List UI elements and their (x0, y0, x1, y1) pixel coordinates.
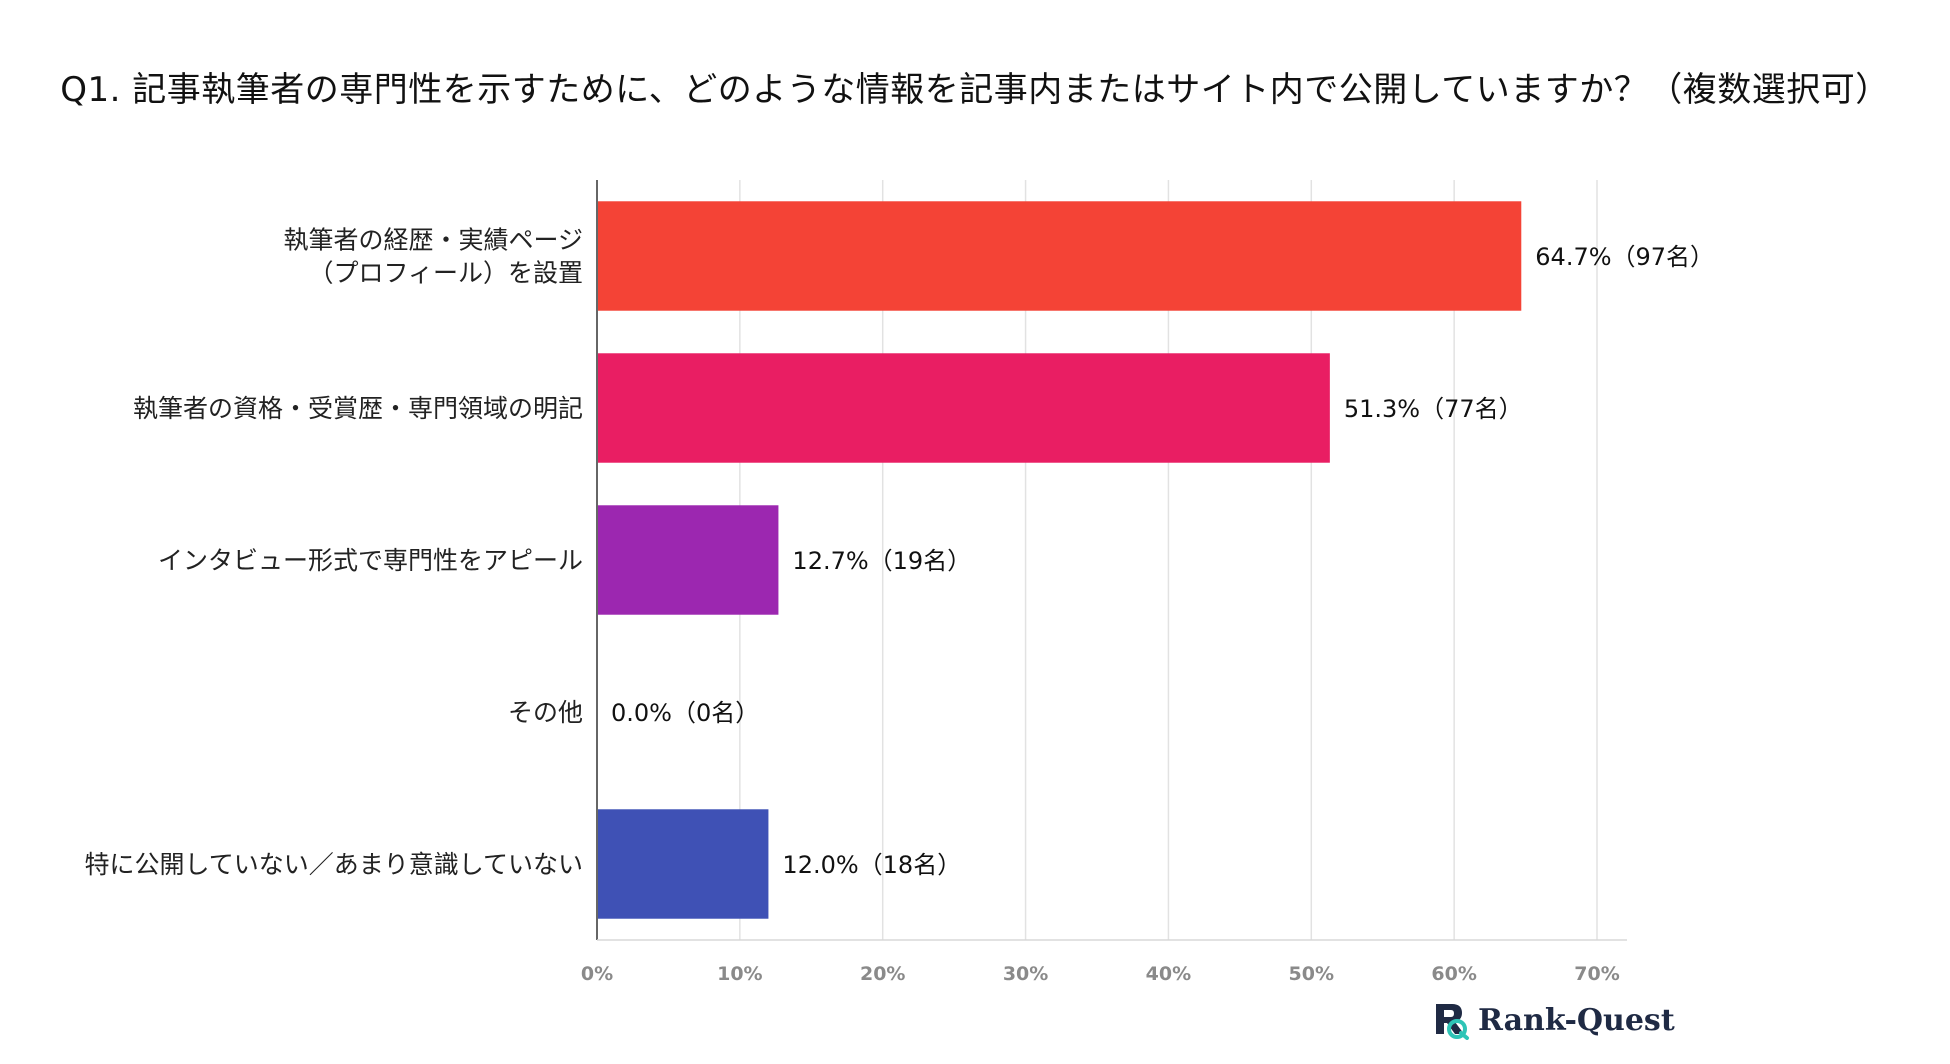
bar-value-label: 0.0%（0名） (611, 699, 759, 727)
x-tick-label: 30% (1003, 963, 1048, 985)
chart-title: Q1. 記事執筆者の専門性を示すために、どのような情報を記事内またはサイト内で公… (60, 70, 1890, 110)
category-label: 執筆者の資格・受賞歴・専門領域の明記 (133, 394, 583, 423)
x-tick-label: 10% (717, 963, 762, 985)
x-tick-label: 60% (1431, 963, 1476, 985)
x-tick-label: 70% (1574, 963, 1619, 985)
bar-value-label: 12.7%（19名） (792, 547, 971, 575)
bars (597, 201, 1522, 919)
labels: 0% 10% 20% 30% 40% 50% 60% 70% 64.7%（97名） 執筆者の経歴・… (84, 226, 1714, 986)
bar-value-label: 64.7%（97名） (1535, 243, 1714, 271)
brand-logo: Rank-Quest (1430, 998, 1675, 1042)
bar (597, 201, 1522, 311)
x-tick-label: 0% (581, 963, 613, 985)
x-tick-label: 40% (1146, 963, 1191, 985)
category-label: （プロフィール）を設置 (308, 259, 583, 288)
x-tick-label: 50% (1289, 963, 1334, 985)
bar (597, 353, 1330, 463)
rank-quest-logo-icon (1436, 1004, 1469, 1040)
brand-logo-text: Rank-Quest (1478, 1002, 1675, 1038)
category-label: インタビュー形式で専門性をアピール (158, 546, 583, 575)
bar (597, 809, 769, 919)
axes (596, 180, 1627, 941)
x-tick-label: 20% (860, 963, 905, 985)
category-label: 執筆者の経歴・実績ページ (283, 226, 583, 255)
category-label: その他 (508, 698, 583, 727)
bar (597, 505, 779, 615)
category-label: 特に公開していない／あまり意識していない (84, 850, 583, 879)
bar-value-label: 12.0%（18名） (782, 851, 961, 879)
bar-value-label: 51.3%（77名） (1344, 395, 1523, 423)
